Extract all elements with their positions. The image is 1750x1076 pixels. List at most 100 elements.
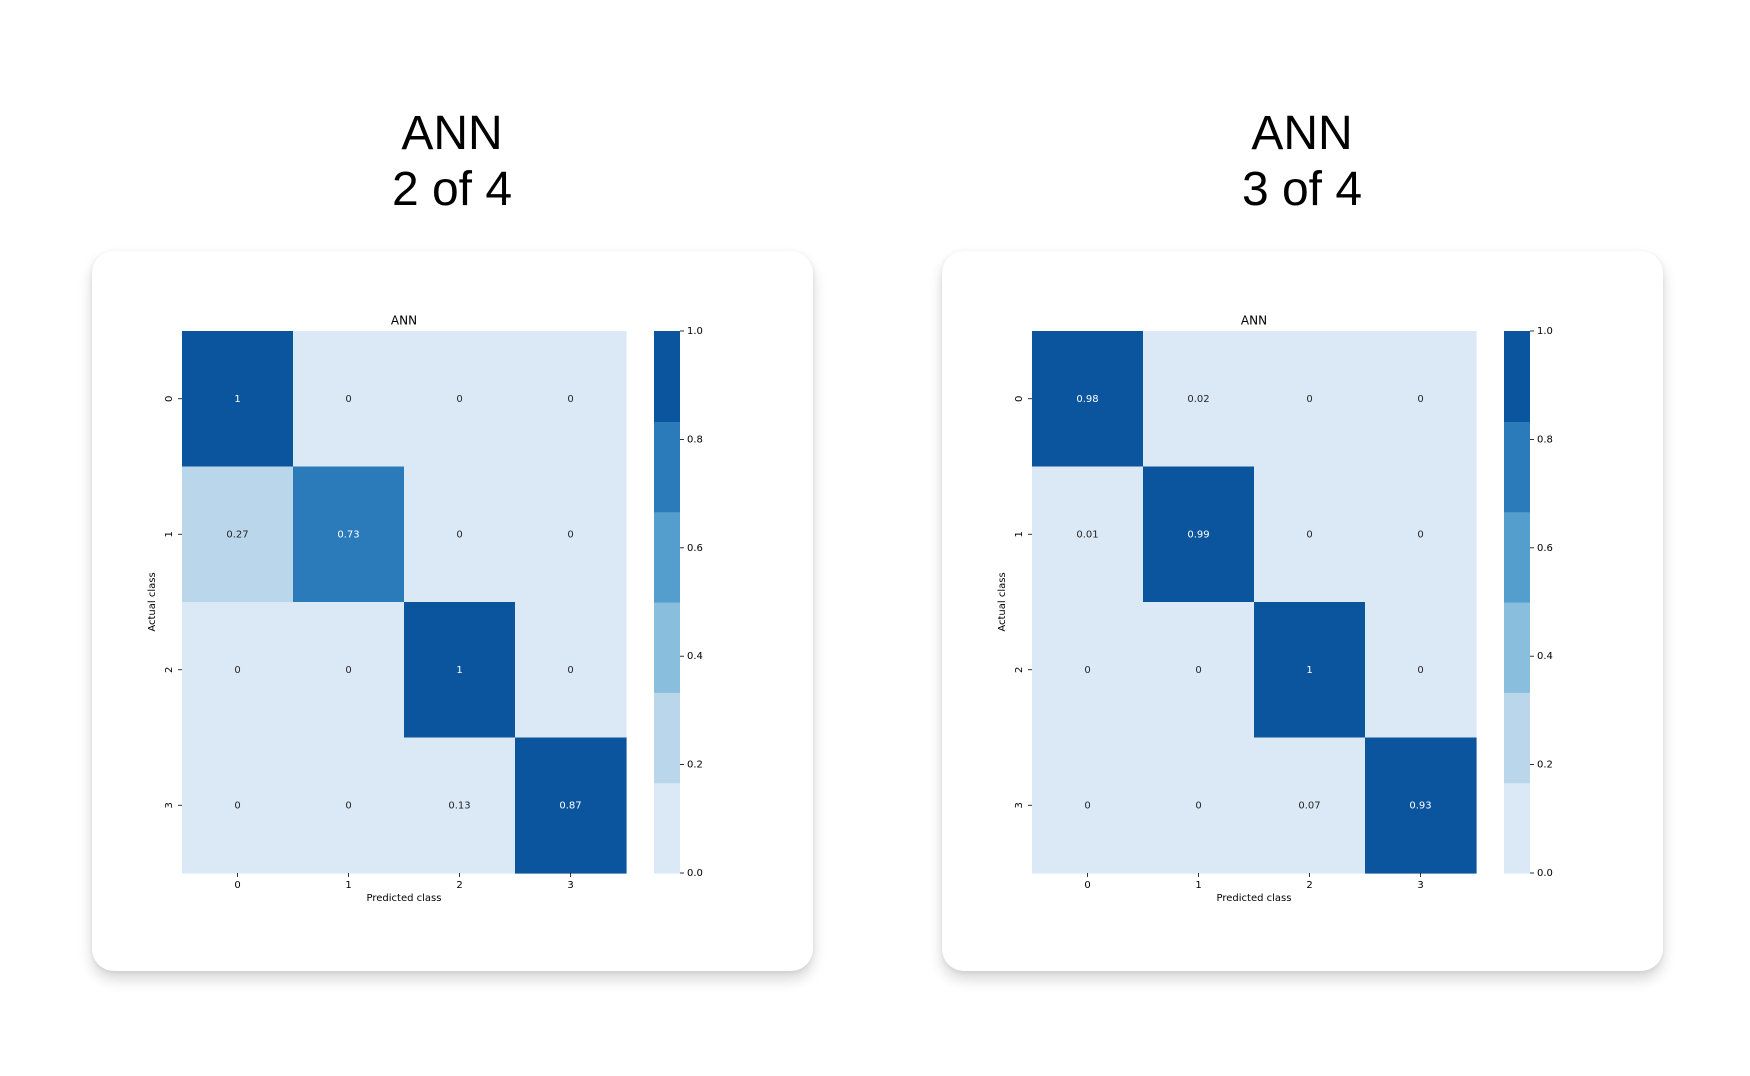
heatmap-cell bbox=[515, 602, 627, 739]
slide-3-of-4: ANN 3 of 4 ANN 0.98 0.02 0 0 0.01 0.99 0 0 0 0 1 0 0 0… bbox=[850, 0, 1725, 1076]
cell-value-label: 0 bbox=[1417, 665, 1423, 676]
heatmap-cell bbox=[293, 331, 405, 468]
heatmap-cell bbox=[1032, 602, 1144, 739]
heatmap-cell bbox=[1143, 737, 1255, 874]
cell-value-label: 0 bbox=[567, 529, 573, 540]
x-axis-label: Predicted class bbox=[367, 893, 442, 904]
colorbar-tick-label: 0.8 bbox=[687, 434, 703, 445]
colorbar-bin bbox=[654, 511, 680, 603]
cell-value-label: 0 bbox=[1306, 394, 1312, 405]
cell-value-label: 0 bbox=[1195, 800, 1201, 811]
colorbar-tick-label: 0.0 bbox=[687, 868, 703, 879]
cell-value-label: 0 bbox=[345, 665, 351, 676]
cell-value-label: 0.07 bbox=[1298, 800, 1320, 811]
x-tick-label: 0 bbox=[1084, 880, 1090, 891]
heatmap-cell bbox=[1254, 602, 1366, 739]
heatmap-cell bbox=[515, 331, 627, 468]
colorbar-tick-label: 0.6 bbox=[1537, 543, 1553, 554]
y-axis-label: Actual class bbox=[147, 572, 158, 631]
x-tick-label: 1 bbox=[345, 880, 351, 891]
cell-value-label: 0 bbox=[456, 529, 462, 540]
cell-value-label: 0 bbox=[1195, 665, 1201, 676]
x-tick-label: 3 bbox=[1417, 880, 1423, 891]
chart-title: ANN bbox=[1241, 314, 1267, 328]
heatmap-cell bbox=[404, 466, 516, 603]
heatmap-cell bbox=[1365, 602, 1477, 739]
y-tick-label: 2 bbox=[164, 667, 175, 673]
colorbar-bin bbox=[1504, 692, 1530, 784]
colorbar-bin bbox=[1504, 602, 1530, 693]
heatmap-cell bbox=[182, 331, 294, 468]
colorbar-bin bbox=[654, 782, 680, 874]
cell-value-label: 0.93 bbox=[1409, 800, 1431, 811]
cell-value-label: 0 bbox=[234, 800, 240, 811]
y-tick-label: 1 bbox=[1014, 531, 1025, 537]
colorbar-tick-label: 0.6 bbox=[687, 543, 703, 554]
x-axis-label: Predicted class bbox=[1217, 893, 1292, 904]
cell-value-label: 1 bbox=[456, 665, 462, 676]
cell-value-label: 0 bbox=[1417, 529, 1423, 540]
confusion-matrix-chart: ANN 1 0 0 0 0.27 0.73 0 0 0 0 1 0 0 0 0.13 0.87 0 1 2 3 Predi… bbox=[147, 314, 703, 905]
heatmap-cell bbox=[515, 737, 627, 874]
y-axis-label: Actual class bbox=[997, 572, 1008, 631]
cell-value-label: 1 bbox=[234, 394, 240, 405]
colorbar-tick-label: 0.4 bbox=[687, 651, 703, 662]
heatmap-cell bbox=[1254, 466, 1366, 603]
colorbar-bin bbox=[1504, 782, 1530, 874]
cell-value-label: 0 bbox=[567, 665, 573, 676]
x-tick-label: 3 bbox=[567, 880, 573, 891]
heatmap-cell bbox=[1254, 737, 1366, 874]
heatmap-cell bbox=[1032, 331, 1144, 468]
heatmap-cell bbox=[1254, 331, 1366, 468]
colorbar-tick-label: 0.8 bbox=[1537, 434, 1553, 445]
heatmap-cell bbox=[182, 602, 294, 739]
y-tick-label: 3 bbox=[1014, 802, 1025, 808]
heatmap-cell bbox=[293, 737, 405, 874]
colorbar-tick-label: 0.2 bbox=[687, 760, 703, 771]
colorbar-tick-label: 0.0 bbox=[1537, 868, 1553, 879]
colorbar-bin bbox=[654, 421, 680, 513]
colorbar-bin bbox=[1504, 421, 1530, 513]
chart-title: ANN bbox=[391, 314, 417, 328]
cell-value-label: 0 bbox=[1306, 529, 1312, 540]
colorbar-tick-label: 1.0 bbox=[1537, 326, 1553, 337]
cell-value-label: 0.02 bbox=[1187, 394, 1209, 405]
cell-value-label: 0 bbox=[1084, 665, 1090, 676]
heatmap-cell bbox=[1365, 737, 1477, 874]
cell-value-label: 0 bbox=[456, 394, 462, 405]
heatmap-cell bbox=[1365, 466, 1477, 603]
heatmap-cell bbox=[1032, 737, 1144, 874]
cell-value-label: 0.01 bbox=[1076, 529, 1098, 540]
x-tick-label: 2 bbox=[1306, 880, 1312, 891]
heatmap-cell bbox=[404, 331, 516, 468]
cell-value-label: 0 bbox=[567, 394, 573, 405]
slide-caption: ANN 2 of 4 bbox=[92, 106, 812, 218]
cell-value-label: 0.98 bbox=[1076, 394, 1098, 405]
y-tick-label: 1 bbox=[164, 531, 175, 537]
colorbar-bin bbox=[654, 602, 680, 693]
chart-card: ANN 1 0 0 0 0.27 0.73 0 0 0 0 1 0 0 0 0.13 0.87 0 1 2 3 Predi… bbox=[92, 251, 813, 971]
cell-value-label: 0.13 bbox=[448, 800, 470, 811]
caption-page-counter: 2 of 4 bbox=[391, 163, 513, 216]
x-tick-label: 1 bbox=[1195, 880, 1201, 891]
heatmap-cell bbox=[404, 602, 516, 739]
y-tick-label: 0 bbox=[1014, 396, 1025, 402]
y-tick-label: 2 bbox=[1014, 667, 1025, 673]
y-tick-label: 0 bbox=[164, 396, 175, 402]
cell-value-label: 0 bbox=[234, 665, 240, 676]
slide-2-of-4: ANN 2 of 4 ANN 1 0 0 0 0.27 0.73 0 0 0 0 1 0 0 0 0.13 0.… bbox=[92, 106, 813, 971]
x-tick-label: 2 bbox=[456, 880, 462, 891]
heatmap-cell bbox=[1143, 466, 1255, 603]
caption-title: ANN bbox=[401, 107, 503, 160]
colorbar-bin bbox=[1504, 331, 1530, 422]
heatmap-cell bbox=[1032, 466, 1144, 603]
cell-value-label: 0.99 bbox=[1187, 529, 1209, 540]
colorbar-bin bbox=[1504, 511, 1530, 603]
heatmap-cell bbox=[515, 466, 627, 603]
heatmap-cell bbox=[1143, 602, 1255, 739]
heatmap-cell bbox=[1143, 331, 1255, 468]
heatmap-cell bbox=[182, 737, 294, 874]
cell-value-label: 0.87 bbox=[559, 800, 581, 811]
heatmap-cell bbox=[293, 466, 405, 603]
